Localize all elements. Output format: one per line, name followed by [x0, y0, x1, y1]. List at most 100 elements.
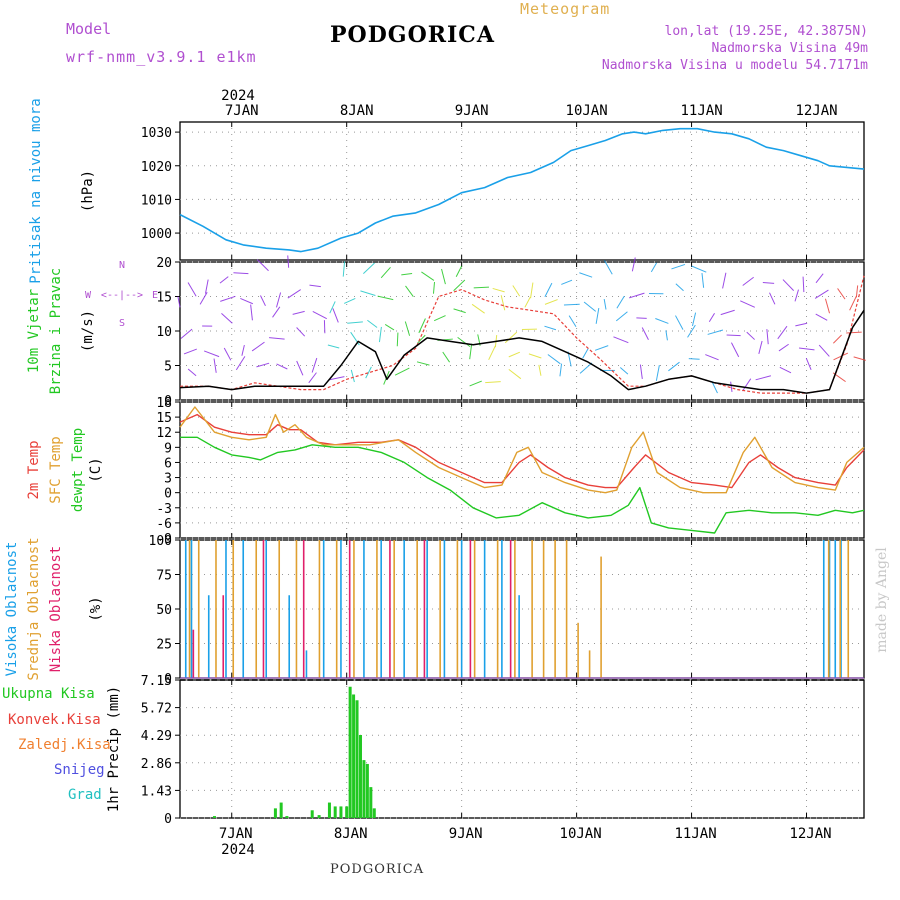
bottom-year-label: 2024	[221, 842, 255, 858]
top-date-label: 11JAN	[680, 103, 722, 119]
y-tick-label: 1.43	[141, 784, 172, 799]
wind-unit-label: (m/s)	[80, 310, 96, 352]
precip-legend-2: Zaledj.Kisa	[18, 737, 111, 753]
precip-legend-3: Snijeg	[54, 762, 105, 778]
wind-barb	[668, 361, 680, 372]
wind-barb	[473, 286, 489, 289]
wind-barb	[492, 287, 505, 293]
y-tick-label: 1030	[141, 126, 172, 141]
wind-barb	[292, 310, 305, 315]
y-tick-label: 7.15	[141, 674, 172, 689]
pressure-axis-title: Pritisak na nivou mora	[28, 98, 44, 283]
wind-barb	[832, 334, 842, 344]
wind-barb	[350, 369, 355, 383]
wind-barb	[815, 273, 824, 284]
wind-barb	[722, 272, 727, 289]
y-tick-label: -9	[156, 532, 172, 547]
wind-barb	[469, 343, 473, 360]
wind-barb	[579, 272, 593, 278]
wind-barb	[240, 297, 254, 305]
wind-barb	[849, 295, 857, 311]
wind-barb	[583, 301, 597, 312]
bottom-date-label: 12JAN	[789, 826, 831, 842]
precip-bar	[310, 810, 314, 818]
wind-barb	[233, 272, 249, 275]
panel-frame-temperature	[179, 401, 865, 539]
pressure-line	[179, 127, 865, 253]
wind-barb	[199, 291, 208, 305]
wind-barb	[544, 299, 558, 305]
wind-barb	[665, 330, 668, 341]
wind-barb	[730, 381, 733, 393]
bottom-date-label: 7JAN	[219, 826, 253, 842]
wind-barb	[329, 301, 336, 314]
y-tick-label: -6	[156, 517, 172, 532]
wind-barb	[833, 352, 849, 361]
wind-barb	[619, 367, 629, 375]
elevation-label: Nadmorska Visina 49m	[711, 41, 868, 56]
precip-bar	[365, 763, 369, 818]
wind-barb	[720, 309, 735, 316]
top-date-label: 9JAN	[455, 103, 489, 119]
wind-barb	[471, 303, 485, 314]
compass-s-label: S	[119, 318, 125, 329]
y-tick-label: 0	[164, 487, 172, 502]
wind-barb	[794, 289, 799, 302]
wind-barb	[269, 337, 285, 340]
y-tick-label: 2.86	[141, 757, 172, 772]
wind-barb	[594, 345, 609, 351]
wind-barb	[853, 356, 866, 361]
wind-barb	[432, 281, 436, 294]
wind-barb	[311, 357, 318, 373]
wind-barb	[203, 350, 220, 358]
bottom-date-label: 10JAN	[560, 826, 602, 842]
wind-barb	[730, 342, 740, 358]
wind-barb	[579, 362, 593, 374]
wind-barb	[433, 315, 446, 322]
precip-bar	[372, 808, 376, 818]
wind-barb	[528, 353, 542, 359]
wind-barb	[762, 282, 775, 284]
top-date-label: 12JAN	[795, 103, 837, 119]
wind-barb	[455, 265, 463, 277]
wind-barb	[691, 265, 707, 273]
wind-barb	[508, 351, 521, 358]
wind-barb	[740, 300, 755, 308]
cloud-unit-label: (%)	[88, 596, 104, 621]
wind-axis-title-1: 10m Vjetar	[26, 289, 42, 373]
wind-barb	[363, 262, 375, 275]
wind-barb	[187, 368, 197, 377]
y-tick-label: 6	[164, 456, 172, 471]
wind-barb	[795, 322, 808, 327]
wind-barb	[846, 331, 862, 334]
bottom-date-label: 8JAN	[334, 826, 368, 842]
wind-barb	[251, 341, 265, 352]
wind-barb	[347, 321, 363, 324]
panel-frame-precip	[179, 679, 865, 819]
wind-barb	[365, 366, 372, 379]
wind-barb	[655, 365, 660, 381]
wind-barb	[488, 345, 496, 361]
wind-barb	[629, 292, 645, 299]
temp-dewpt-line	[180, 436, 865, 534]
y-tick-label: 0	[164, 812, 172, 827]
wind-barb	[538, 364, 542, 376]
wind-barb	[213, 358, 217, 373]
y-tick-label: 18	[156, 396, 172, 411]
top-year-label: 2024	[221, 88, 255, 104]
top-date-label: 7JAN	[225, 103, 259, 119]
y-tick-label: 15	[156, 411, 172, 426]
wind-barb	[328, 376, 345, 381]
wind-barb	[360, 290, 376, 296]
wind-barb	[384, 323, 395, 331]
wind-barb	[500, 295, 506, 311]
wind-barb	[639, 364, 643, 380]
y-tick-label: 1000	[141, 227, 172, 242]
wind-barb	[855, 285, 859, 298]
precip-bar	[339, 806, 343, 818]
wind-barb	[377, 295, 394, 301]
wind-barb	[814, 289, 829, 299]
wind-barb	[742, 378, 752, 392]
wind-barb	[442, 351, 450, 363]
